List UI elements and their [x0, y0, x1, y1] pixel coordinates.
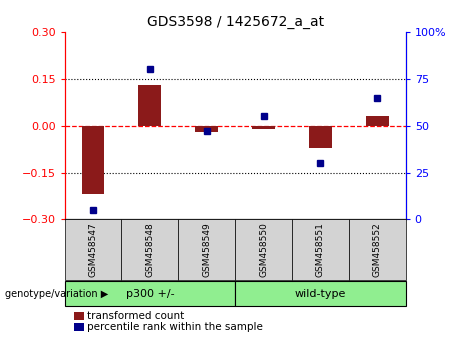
Text: GSM458551: GSM458551: [316, 222, 325, 277]
Bar: [366, 116, 389, 126]
Text: transformed count: transformed count: [87, 311, 184, 321]
Text: GSM458550: GSM458550: [259, 222, 268, 277]
Text: GSM458549: GSM458549: [202, 222, 211, 277]
Text: GSM458548: GSM458548: [145, 222, 154, 277]
Text: GSM458547: GSM458547: [89, 222, 97, 277]
Text: GSM458552: GSM458552: [373, 222, 382, 277]
Title: GDS3598 / 1425672_a_at: GDS3598 / 1425672_a_at: [147, 16, 324, 29]
Text: genotype/variation ▶: genotype/variation ▶: [5, 289, 108, 299]
Bar: [82, 126, 104, 194]
Text: wild-type: wild-type: [295, 289, 346, 299]
Bar: [309, 126, 332, 148]
Text: p300 +/-: p300 +/-: [125, 289, 174, 299]
Bar: [195, 126, 218, 132]
Text: percentile rank within the sample: percentile rank within the sample: [87, 322, 263, 332]
Bar: [252, 126, 275, 129]
Bar: [138, 85, 161, 126]
